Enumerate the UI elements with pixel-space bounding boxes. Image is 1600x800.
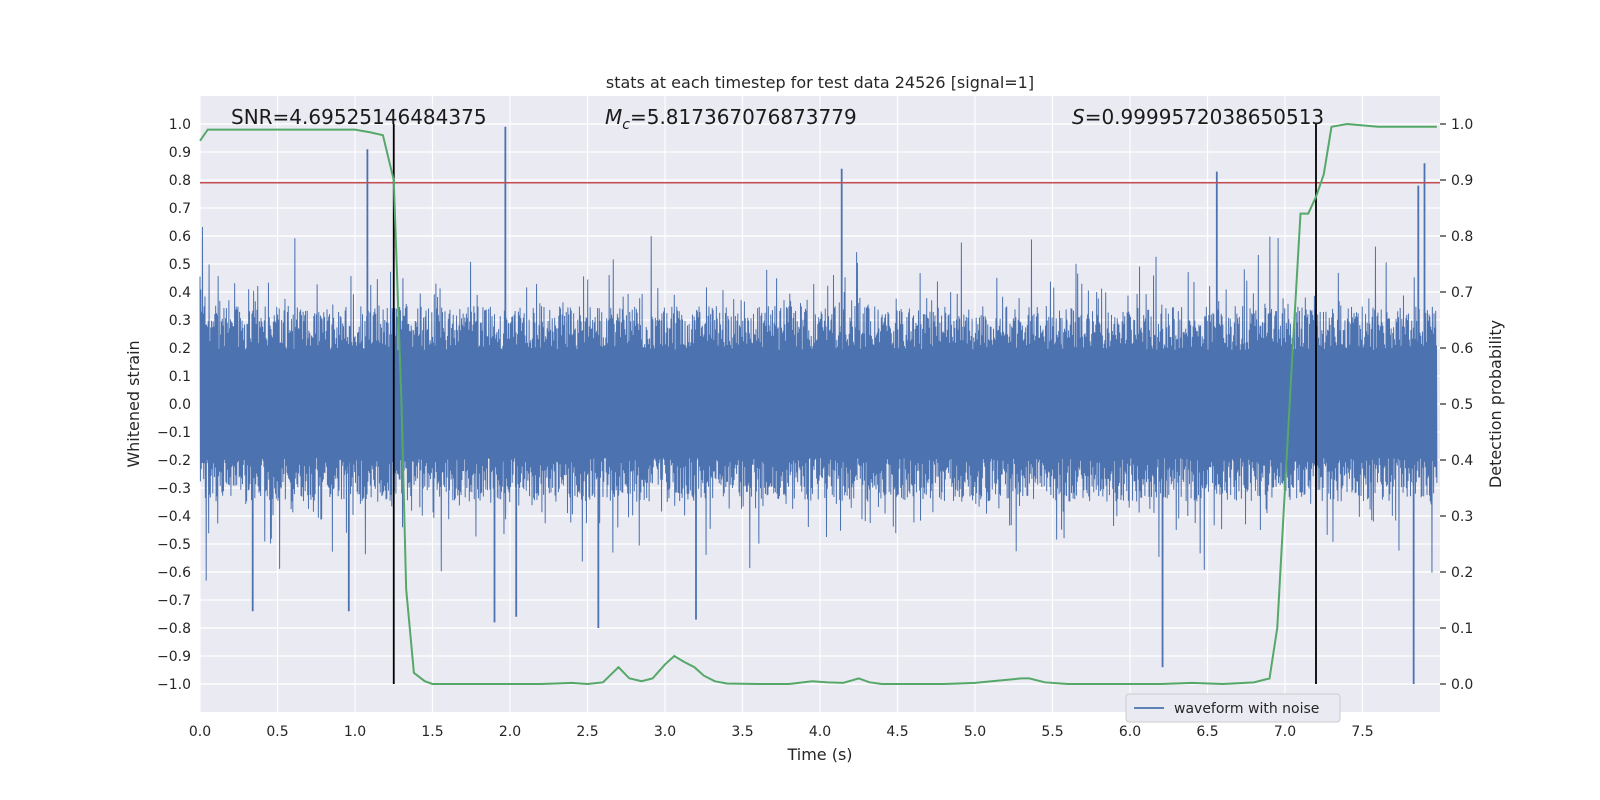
detection-probability-line <box>199 122 1437 686</box>
y-tick-label: −0.8 <box>157 621 191 637</box>
y-tick-label: −0.1 <box>157 425 191 441</box>
y-tick-label: 0.4 <box>169 285 191 301</box>
y-tick-label: −0.9 <box>157 649 191 665</box>
y-tick-label: 0.9 <box>169 145 191 161</box>
y2-tick-label: 0.6 <box>1451 341 1473 357</box>
y-tick-label: 0.1 <box>169 369 191 385</box>
y-tick-label: 1.0 <box>169 117 191 133</box>
y2-axis-label: Detection probability <box>1486 320 1505 488</box>
x-tick-label: 1.0 <box>344 724 366 740</box>
y2-tick-label: 0.8 <box>1451 229 1473 245</box>
y-tick-label: −0.5 <box>157 537 191 553</box>
overlay-lines <box>200 124 1440 684</box>
detection-probability-series <box>199 122 1437 686</box>
y-tick-label: −1.0 <box>157 677 191 693</box>
y-tick-label: −0.7 <box>157 593 191 609</box>
chirp-mass-annotation: Mc=5.817367076873779 <box>605 105 857 133</box>
score-symbol: S <box>1072 105 1085 129</box>
y-tick-label: 0.2 <box>169 341 191 357</box>
y2-tick-label: 0.0 <box>1451 677 1473 693</box>
legend-label: waveform with noise <box>1174 701 1319 717</box>
x-tick-label: 4.0 <box>809 724 831 740</box>
x-tick-label: 6.0 <box>1119 724 1141 740</box>
x-tick-label: 3.0 <box>654 724 676 740</box>
x-tick-label: 2.0 <box>499 724 521 740</box>
y-axis-label: Whitened strain <box>124 340 143 467</box>
x-tick-label: 1.5 <box>421 724 443 740</box>
waveform-series <box>199 126 1438 684</box>
y-tick-label: 0.8 <box>169 173 191 189</box>
chart-title: stats at each timestep for test data 245… <box>606 73 1034 92</box>
y-tick-label: 0.0 <box>169 397 191 413</box>
y-tick-label: −0.6 <box>157 565 191 581</box>
snr-annotation: SNR=4.69525146484375 <box>231 105 487 129</box>
y2-tick-label: 0.4 <box>1451 453 1473 469</box>
x-tick-label: 5.0 <box>964 724 986 740</box>
y2-tick-label: 0.1 <box>1451 621 1473 637</box>
x-tick-label: 4.5 <box>886 724 908 740</box>
x-tick-label: 3.5 <box>731 724 753 740</box>
y2-tick-label: 0.5 <box>1451 397 1473 413</box>
x-tick-label: 2.5 <box>576 724 598 740</box>
y2-tick-label: 0.3 <box>1451 509 1473 525</box>
x-tick-label: 7.0 <box>1274 724 1296 740</box>
y-axis: 1.0 0.9 0.8 0.7 0.6 0.5 0.4 0.3 0.2 0.1 0.0 −0.1 −0.… <box>157 117 191 693</box>
y2-tick-label: 0.7 <box>1451 285 1473 301</box>
y-tick-label: 0.7 <box>169 201 191 217</box>
legend-box <box>1125 693 1341 723</box>
x-tick-label: 6.5 <box>1196 724 1218 740</box>
y-tick-label: −0.3 <box>157 481 191 497</box>
score-annotation: S=0.9999572038650513 <box>1072 105 1324 129</box>
y2-tick-label: 0.2 <box>1451 565 1473 581</box>
x-tick-label: 0.0 <box>189 724 211 740</box>
y2-axis: 1.0 0.9 0.8 0.7 0.6 0.5 0.4 0.3 0.2 0.1 0.0 <box>1440 117 1473 693</box>
y2-tick-label: 1.0 <box>1451 117 1473 133</box>
y-tick-label: 0.3 <box>169 313 191 329</box>
x-tick-label: 5.5 <box>1041 724 1063 740</box>
x-axis-label: Time (s) <box>786 745 852 764</box>
y-tick-label: 0.5 <box>169 257 191 273</box>
x-axis: 0.0 0.5 1.0 1.5 2.0 2.5 3.0 3.5 4.0 4.5 5.0 5.5 6.0 6… <box>189 724 1374 740</box>
y-tick-label: 0.6 <box>169 229 191 245</box>
chirp-mass-subscript: c <box>622 117 630 133</box>
y2-tick-label: 0.9 <box>1451 173 1473 189</box>
legend: waveform with noise <box>1125 693 1341 723</box>
x-tick-label: 0.5 <box>266 724 288 740</box>
chirp-mass-symbol: M <box>605 105 622 129</box>
x-tick-label: 7.5 <box>1351 724 1373 740</box>
y-tick-label: −0.4 <box>157 509 191 525</box>
waveform-line <box>199 227 1438 581</box>
y-tick-label: −0.2 <box>157 453 191 469</box>
score-value: =0.9999572038650513 <box>1085 105 1324 129</box>
chirp-mass-value: =5.817367076873779 <box>630 105 857 129</box>
